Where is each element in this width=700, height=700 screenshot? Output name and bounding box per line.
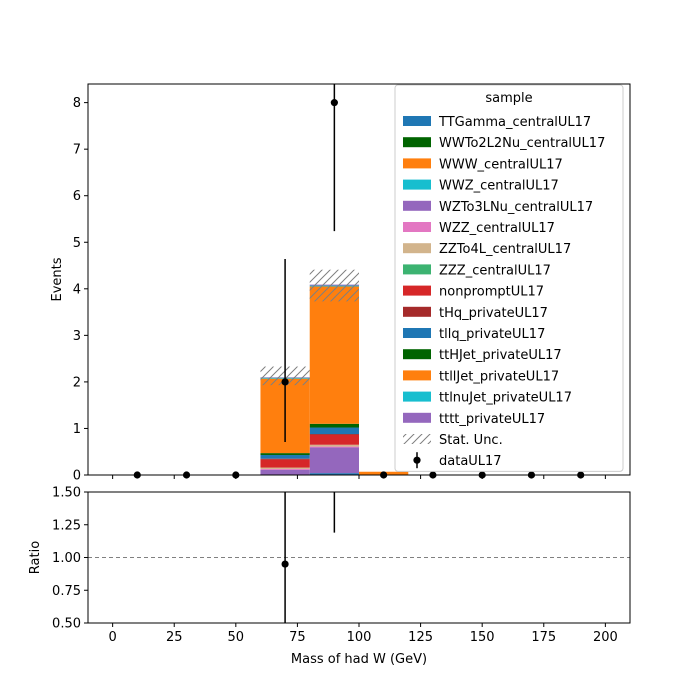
bar-segment bbox=[260, 469, 310, 475]
stacked-bars bbox=[260, 284, 409, 475]
legend-swatch bbox=[403, 116, 431, 126]
legend-label: tHq_privateUL17 bbox=[439, 306, 548, 321]
x-tick-label: 200 bbox=[593, 630, 618, 645]
legend-swatch bbox=[403, 412, 431, 423]
bar-segment bbox=[260, 468, 310, 470]
y-axis-label: Events bbox=[50, 257, 65, 301]
legend: sample TTGamma_centralUL17 WWTo2L2Nu_centr… bbox=[394, 84, 624, 472]
legend-label: ttHJet_privateUL17 bbox=[439, 348, 562, 363]
x-tick-label: 0 bbox=[108, 630, 116, 645]
x-tick-label: 125 bbox=[408, 630, 433, 645]
bar-segment bbox=[309, 446, 359, 448]
legend-swatch bbox=[403, 391, 431, 402]
y-tick-label: 1 bbox=[73, 422, 81, 437]
y-tick-label: 5 bbox=[73, 236, 81, 251]
y-tick-label: 3 bbox=[73, 329, 81, 344]
bar-segment bbox=[260, 459, 310, 468]
bar-segment bbox=[309, 286, 359, 424]
bar-segment bbox=[260, 453, 310, 455]
legend-marker bbox=[413, 456, 421, 464]
ratio-points bbox=[281, 492, 336, 623]
y-tick-label: 4 bbox=[73, 282, 81, 297]
x-tick-label: 100 bbox=[347, 630, 372, 645]
bar-segment bbox=[309, 473, 359, 475]
axes: 0 1 2 3 4 5 6 7 8 0 25 50 75 100 125 150 175 200 0.50 0.75 1… bbox=[28, 83, 631, 667]
data-points bbox=[133, 84, 585, 479]
ratio-y-tick-label: 1.50 bbox=[52, 486, 81, 501]
legend-label: WWW_centralUL17 bbox=[439, 157, 563, 172]
x-axis-label: Mass of had W (GeV) bbox=[291, 652, 427, 667]
legend-swatch bbox=[403, 243, 431, 254]
stat-unc-bands bbox=[260, 269, 359, 386]
legend-label: WWTo2L2Nu_centralUL17 bbox=[439, 136, 605, 151]
data-point bbox=[281, 378, 289, 386]
x-tick-label: 150 bbox=[470, 630, 495, 645]
legend-swatch bbox=[403, 137, 431, 148]
x-tick-label: 175 bbox=[531, 630, 556, 645]
legend-label: ttllJet_privateUL17 bbox=[439, 369, 559, 384]
y-tick-label: 6 bbox=[73, 189, 81, 204]
legend-label: WZZ_centralUL17 bbox=[439, 221, 555, 236]
legend-title: sample bbox=[485, 91, 532, 106]
bar-segment bbox=[309, 423, 359, 428]
bar-segment bbox=[260, 454, 310, 459]
y-tick-label: 2 bbox=[73, 375, 81, 390]
data-point bbox=[330, 99, 338, 107]
y-tick-label: 8 bbox=[73, 96, 81, 111]
bottom-axes-frame bbox=[87, 491, 631, 624]
legend-label: tttt_privateUL17 bbox=[439, 412, 545, 427]
x-tick-label: 50 bbox=[228, 630, 245, 645]
legend-swatch bbox=[403, 158, 431, 169]
bar-segment bbox=[260, 458, 310, 460]
y-tick-label: 0 bbox=[73, 469, 81, 484]
bar-segment bbox=[309, 447, 359, 474]
ratio-y-tick-label: 0.75 bbox=[52, 584, 81, 599]
ratio-y-axis-label: Ratio bbox=[28, 541, 43, 574]
legend-label: ttlnuJet_privateUL17 bbox=[439, 391, 572, 406]
legend-label: dataUL17 bbox=[439, 454, 502, 469]
legend-swatch bbox=[403, 370, 431, 381]
ratio-y-tick-label: 0.50 bbox=[52, 617, 81, 632]
legend-swatch bbox=[403, 285, 431, 296]
legend-label: ZZZ_centralUL17 bbox=[439, 263, 551, 278]
legend-label: TTGamma_centralUL17 bbox=[438, 115, 591, 130]
legend-label: WWZ_centralUL17 bbox=[439, 179, 559, 194]
ratio-y-tick-label: 1.25 bbox=[52, 518, 81, 533]
legend-swatch bbox=[403, 349, 431, 360]
legend-swatch bbox=[403, 306, 431, 317]
bar-segment bbox=[309, 444, 359, 447]
legend-label: ZZTo4L_centralUL17 bbox=[439, 242, 571, 257]
legend-label: nonpromptUL17 bbox=[439, 285, 544, 300]
stat-unc-band bbox=[309, 269, 359, 302]
legend-label: Stat. Unc. bbox=[439, 433, 503, 448]
y-tick-label: 7 bbox=[73, 143, 81, 158]
legend-label: tllq_privateUL17 bbox=[439, 327, 545, 342]
x-tick-label: 75 bbox=[289, 630, 306, 645]
legend-swatch bbox=[403, 222, 431, 232]
bar-segment bbox=[309, 427, 359, 435]
bar-segment bbox=[260, 467, 310, 469]
legend-swatch bbox=[403, 200, 431, 211]
x-tick-label: 25 bbox=[166, 630, 183, 645]
bar-segment bbox=[309, 434, 359, 445]
legend-swatch bbox=[403, 179, 431, 190]
legend-box bbox=[394, 84, 624, 472]
ratio-y-tick-label: 1.00 bbox=[52, 551, 81, 566]
ratio-point bbox=[281, 560, 289, 568]
legend-swatch bbox=[403, 264, 431, 275]
legend-label: WZTo3LNu_centralUL17 bbox=[439, 200, 593, 215]
legend-swatch bbox=[403, 328, 431, 338]
bar-segment bbox=[309, 434, 359, 435]
legend-swatch bbox=[403, 434, 431, 444]
